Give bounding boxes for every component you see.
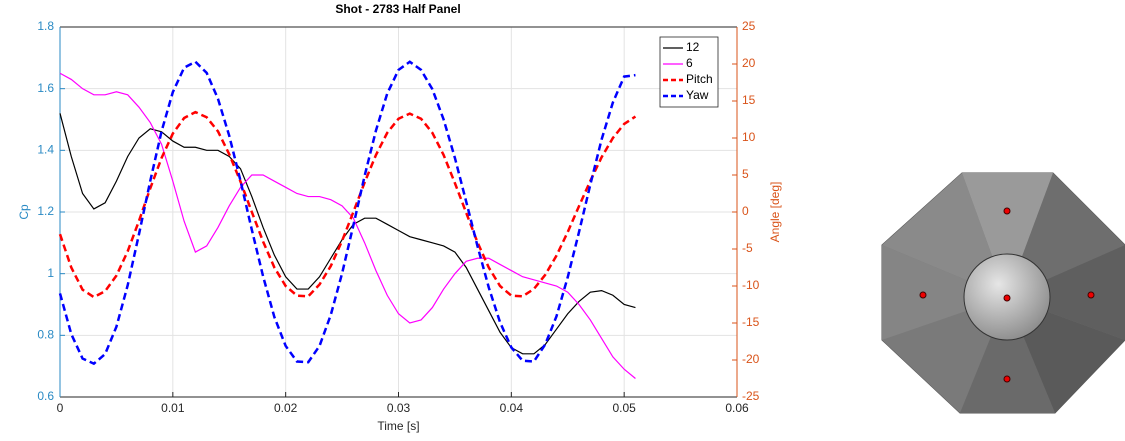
x-tick-label: 0.03 <box>387 401 411 415</box>
facet <box>962 173 1053 297</box>
legend-label: Yaw <box>686 88 709 102</box>
port <box>1003 207 1011 215</box>
series-line <box>59 72 636 379</box>
y2-tick-label: 0 <box>742 204 749 218</box>
y-tick-label: 1.2 <box>37 204 54 218</box>
y2-tick-label: -15 <box>742 315 760 329</box>
y-tick-label: 1.4 <box>37 143 54 157</box>
legend: 12 6 Pitch Yaw <box>659 36 719 108</box>
x-tick-label: 0.05 <box>612 401 636 415</box>
y2-tick-label: 25 <box>742 19 756 33</box>
y2-tick-label: -25 <box>742 389 760 403</box>
x-tick-label: 0.04 <box>500 401 524 415</box>
series-line <box>58 110 637 299</box>
legend-label: 12 <box>686 40 700 54</box>
y-axis-label: Cp <box>17 204 31 220</box>
y2-tick-label: 10 <box>742 130 756 144</box>
probe-diagram <box>881 172 1125 414</box>
y-tick-label: 1.6 <box>37 81 54 95</box>
facet <box>1007 245 1125 340</box>
port <box>1003 294 1011 302</box>
y2-tick-label: 15 <box>742 93 756 107</box>
legend-box <box>659 36 719 108</box>
facet <box>882 173 1007 297</box>
y2-axis-label: Angle [deg] <box>768 182 782 243</box>
facet <box>960 297 1055 413</box>
x-tick-label: 0 <box>57 401 64 415</box>
y2-tick-label: 5 <box>742 167 749 181</box>
port <box>1087 291 1095 299</box>
y2-tick-label: 20 <box>742 56 756 70</box>
x-axis-label: Time [s] <box>377 419 419 433</box>
y-tick-label: 1 <box>47 266 54 280</box>
y2-tick-label: -20 <box>742 352 760 366</box>
chart-title: Shot - 2783 Half Panel <box>335 2 460 16</box>
y-tick-label: 1.8 <box>37 19 54 33</box>
legend-label: Pitch <box>686 72 713 86</box>
series-line <box>58 60 636 366</box>
x-tick-label: 0.02 <box>274 401 298 415</box>
y-tick-label: 0.6 <box>37 389 54 403</box>
port <box>919 291 927 299</box>
port <box>1003 375 1011 383</box>
y-tick-label: 0.8 <box>37 328 54 342</box>
legend-label: 6 <box>686 56 693 70</box>
y2-tick-label: -5 <box>742 241 753 255</box>
x-tick-label: 0.01 <box>161 401 185 415</box>
x-tick-label: 0.06 <box>725 401 749 415</box>
y2-tick-label: -10 <box>742 278 760 292</box>
facet <box>882 245 1007 340</box>
series-line <box>59 113 636 355</box>
